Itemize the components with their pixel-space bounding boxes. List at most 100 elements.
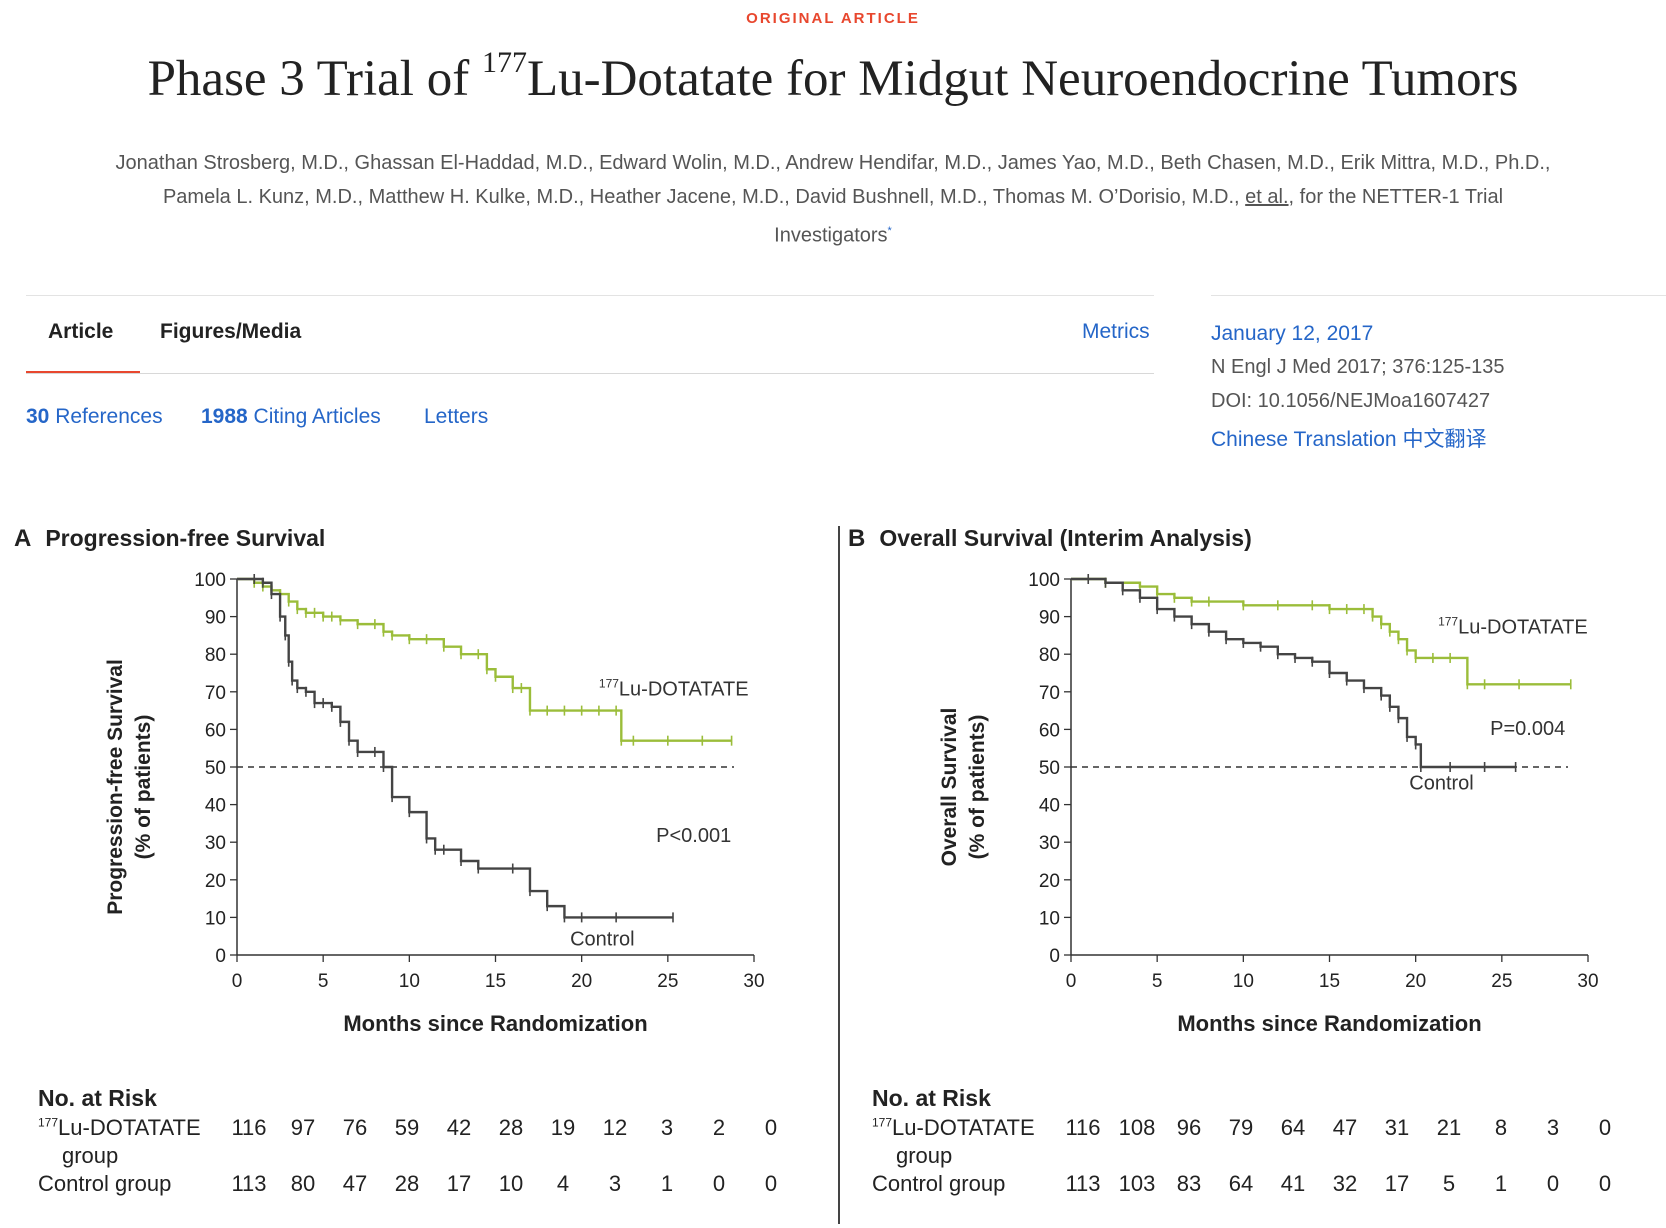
chart-0-risk-treatment-value: 2 [699,1115,739,1141]
letters-link[interactable]: Letters [424,405,488,429]
chart-0-x-tick-label: 10 [399,971,420,992]
chart-0-x-tick-label: 5 [318,971,329,992]
chart-0-risk-control-value: 10 [491,1171,531,1197]
chart-1-risk-treatment-value: 96 [1169,1115,1209,1141]
chart-0-y-tick-label: 100 [194,570,226,591]
chart-0-risk-control-value: 80 [283,1171,323,1197]
authors-line-3: Investigators* [20,214,1646,253]
chart-1-risk-control-value: 5 [1429,1171,1469,1197]
chart-1-y-tick-label: 40 [1039,796,1060,817]
chart-1-x-tick-label: 5 [1152,971,1163,992]
chart-0-risk-control-value: 0 [699,1171,739,1197]
tabs-divider [26,373,1154,374]
chart-1-x-axis-label: Months since Randomization [1177,1011,1481,1036]
tab-article[interactable]: Article [48,320,113,344]
chart-1-y-tick-label: 50 [1039,758,1060,779]
title-isotope: 177 [482,46,527,79]
chart-0-risk-control-value: 17 [439,1171,479,1197]
article-type-label: ORIGINAL ARTICLE [0,10,1666,27]
authors-line-2-text: Pamela L. Kunz, M.D., Matthew H. Kulke, … [163,186,1245,208]
chart-0-risk-treatment-value: 12 [595,1115,635,1141]
chart-0-y-axis-sublabel: (% of patients) [132,715,155,860]
chart-0-risk-treatment-name: Lu-DOTATATE [58,1115,201,1140]
chart-0-risk-treatment-value: 3 [647,1115,687,1141]
chart-1-y-tick-label: 100 [1028,570,1060,591]
chinese-translation-link[interactable]: Chinese Translation 中文翻译 [1211,423,1486,453]
chart-0-x-tick-label: 20 [571,971,592,992]
chart-0-risk-treatment-value: 19 [543,1115,583,1141]
citing-label: Citing Articles [248,405,381,428]
investigators-footnote-link[interactable]: * [888,225,892,237]
chart-1-y-axis-sublabel: (% of patients) [966,715,989,860]
chart-1-y-tick-label: 10 [1039,908,1060,929]
chart-1-x-tick-label: 10 [1233,971,1254,992]
chart-0-x-tick-label: 30 [743,971,764,992]
panel-b-chart: 0102030405060708090100051015202530Months… [848,555,1666,1075]
chart-0-treatment-label-isotope: 177 [599,677,619,691]
chart-1-y-tick-label: 70 [1039,683,1060,704]
title-suffix: Lu-Dotatate for Midgut Neuroendocrine Tu… [527,51,1519,107]
chart-0-risk-control-value: 0 [751,1171,791,1197]
chart-0-control-curve [237,579,673,917]
chart-1-risk-treatment-isotope: 177 [872,1116,892,1130]
chart-0-y-axis-label: Progression-free Survival [104,659,127,915]
chart-1-risk-treatment-value: 108 [1117,1115,1157,1141]
chart-0-y-tick-label: 80 [205,645,226,666]
tab-figures-media[interactable]: Figures/Media [160,320,301,344]
chart-1-y-tick-label: 30 [1039,833,1060,854]
chart-0-control-label: Control [570,929,634,951]
references-link[interactable]: 30 References [26,405,163,429]
citing-count: 1988 [201,405,248,428]
chart-0-risk-treatment-value: 28 [491,1115,531,1141]
references-label: References [49,405,162,428]
chart-1-risk-treatment-name: Lu-DOTATATE [892,1115,1035,1140]
tab-metrics[interactable]: Metrics [1082,320,1150,344]
chart-0-y-tick-label: 60 [205,720,226,741]
chart-1-risk-control-value: 0 [1533,1171,1573,1197]
panel-a-title-text: Progression-free Survival [45,525,325,551]
panel-a-letter: A [14,525,31,552]
chart-0-y-tick-label: 20 [205,871,226,892]
chart-0-y-tick-label: 90 [205,608,226,629]
chart-0-risk-treatment-value: 97 [283,1115,323,1141]
et-al-link[interactable]: et al. [1245,186,1288,208]
chart-1-x-tick-label: 20 [1405,971,1426,992]
chart-1-risk-treatment-value: 47 [1325,1115,1365,1141]
chart-1-risk-treatment-value: 0 [1585,1115,1625,1141]
chart-0-risk-control-value: 113 [229,1171,269,1197]
publication-date-link[interactable]: January 12, 2017 [1211,322,1373,346]
header-divider-left [26,295,1154,296]
chart-0-treatment-curve [237,579,732,741]
chart-0-risk-treatment-value: 42 [439,1115,479,1141]
journal-citation: N Engl J Med 2017; 376:125-135 [1211,356,1505,379]
chart-0-treatment-label: 177Lu-DOTATATE [599,677,749,701]
chart-0-risk-treatment-value: 116 [229,1115,269,1141]
chart-1-risk-treatment-value: 8 [1481,1115,1521,1141]
authors-line-3-text: Investigators [774,225,887,247]
chart-1-risk-treatment-value: 79 [1221,1115,1261,1141]
panel-b-title: BOverall Survival (Interim Analysis) [848,525,1666,553]
chart-1-y-tick-label: 80 [1039,645,1060,666]
panel-a-title: A Progression-free Survival [14,525,834,553]
chart-1-risk-control-value: 64 [1221,1171,1261,1197]
chart-0-x-tick-label: 15 [485,971,506,992]
chart-0-x-axis-label: Months since Randomization [343,1011,647,1036]
chart-1-x-tick-label: 30 [1577,971,1598,992]
chart-0-y-tick-label: 0 [215,946,226,967]
citing-articles-link[interactable]: 1988 Citing Articles [201,405,381,429]
chart-1-treatment-label-isotope: 177 [1438,615,1458,629]
chart-1-y-tick-label: 90 [1039,608,1060,629]
chart-0-x-tick-label: 25 [657,971,678,992]
doi: DOI: 10.1056/NEJMoa1607427 [1211,390,1490,413]
chart-1-risk-control-value: 0 [1585,1171,1625,1197]
chart-0-risk-control-value: 4 [543,1171,583,1197]
chart-0-treatment-label-text: Lu-DOTATATE [619,679,749,701]
authors-line-2: Pamela L. Kunz, M.D., Matthew H. Kulke, … [20,180,1646,214]
chart-0-y-tick-label: 10 [205,908,226,929]
chart-0-y-tick-label: 50 [205,758,226,779]
chart-0-risk-control-value: 47 [335,1171,375,1197]
chart-1-risk-control-label: Control group [872,1171,1005,1197]
chart-1-x-tick-label: 0 [1066,971,1077,992]
chart-0-risk-control-value: 28 [387,1171,427,1197]
chart-0-risk-control-value: 3 [595,1171,635,1197]
